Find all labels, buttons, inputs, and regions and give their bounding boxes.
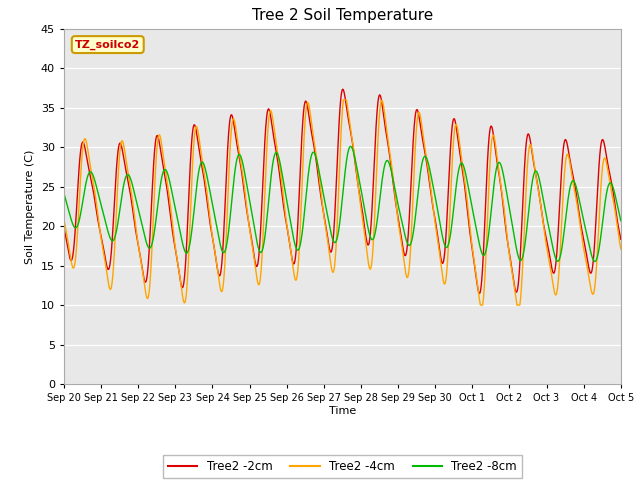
Y-axis label: Soil Temperature (C): Soil Temperature (C) bbox=[26, 149, 35, 264]
Tree2 -4cm bbox=[617, 245, 625, 251]
Tree2 -2cm bbox=[339, 86, 347, 92]
Tree2 -4cm bbox=[617, 246, 625, 252]
Tree2 -8cm bbox=[347, 144, 355, 149]
Tree2 -8cm bbox=[617, 218, 625, 224]
Tree2 -4cm bbox=[216, 281, 223, 287]
Text: TZ_soilco2: TZ_soilco2 bbox=[75, 39, 140, 50]
Tree2 -8cm bbox=[397, 214, 404, 219]
Legend: Tree2 -2cm, Tree2 -4cm, Tree2 -8cm: Tree2 -2cm, Tree2 -4cm, Tree2 -8cm bbox=[163, 455, 522, 478]
Tree2 -4cm bbox=[179, 297, 187, 303]
Tree2 -8cm bbox=[60, 191, 68, 196]
Tree2 -4cm bbox=[397, 236, 404, 241]
Tree2 -8cm bbox=[591, 259, 598, 264]
Tree2 -8cm bbox=[564, 196, 572, 202]
Line: Tree2 -2cm: Tree2 -2cm bbox=[64, 89, 621, 293]
Tree2 -8cm bbox=[617, 217, 625, 223]
Tree2 -2cm bbox=[564, 146, 572, 152]
Tree2 -2cm bbox=[617, 236, 625, 242]
Tree2 -4cm bbox=[477, 302, 484, 308]
Tree2 -2cm bbox=[617, 236, 625, 241]
Tree2 -2cm bbox=[179, 283, 187, 289]
Tree2 -4cm bbox=[60, 217, 68, 223]
Line: Tree2 -8cm: Tree2 -8cm bbox=[64, 146, 621, 262]
Tree2 -4cm bbox=[564, 152, 572, 158]
Tree2 -8cm bbox=[406, 241, 414, 247]
Tree2 -4cm bbox=[340, 97, 348, 103]
X-axis label: Time: Time bbox=[329, 406, 356, 416]
Tree2 -2cm bbox=[216, 273, 223, 279]
Tree2 -8cm bbox=[216, 239, 223, 244]
Tree2 -2cm bbox=[60, 225, 68, 231]
Title: Tree 2 Soil Temperature: Tree 2 Soil Temperature bbox=[252, 9, 433, 24]
Tree2 -2cm bbox=[476, 290, 483, 296]
Line: Tree2 -4cm: Tree2 -4cm bbox=[64, 100, 621, 305]
Tree2 -8cm bbox=[179, 243, 187, 249]
Tree2 -2cm bbox=[406, 190, 414, 196]
Tree2 -2cm bbox=[397, 231, 404, 237]
Tree2 -4cm bbox=[406, 247, 414, 252]
